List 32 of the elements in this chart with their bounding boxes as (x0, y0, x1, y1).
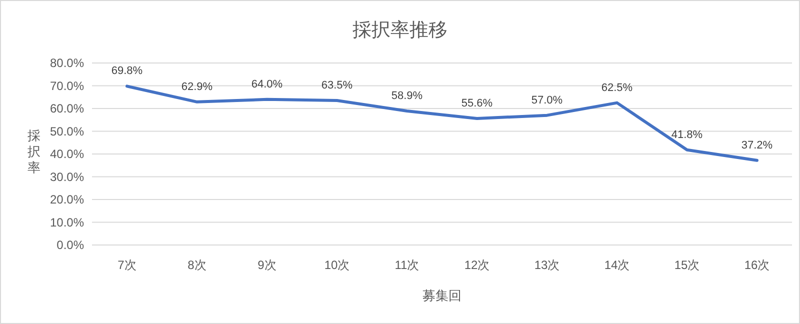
chart-title: 採択率推移 (352, 19, 448, 41)
data-label: 58.9% (391, 90, 423, 102)
x-tick-label: 14次 (604, 258, 630, 272)
y-axis-title: 採択率 (28, 128, 40, 175)
x-tick-label: 10次 (324, 258, 350, 272)
y-tick-label: 70.0% (50, 78, 84, 93)
x-axis-title: 募集回 (422, 288, 462, 303)
x-tick-label: 9次 (258, 258, 276, 272)
data-label: 37.2% (741, 139, 773, 152)
data-label: 64.0% (251, 78, 283, 90)
data-label: 62.5% (601, 82, 633, 94)
y-tick-label: 60.0% (50, 102, 84, 116)
x-tick-label: 13次 (534, 258, 560, 272)
data-label: 55.6% (461, 98, 493, 110)
y-tick-label: 50.0% (50, 124, 84, 138)
y-tick-label: 40.0% (50, 147, 84, 162)
x-tick-label: 7次 (118, 258, 136, 272)
data-label: 63.5% (321, 80, 353, 92)
data-label: 69.8% (111, 65, 143, 78)
x-tick-label: 15次 (674, 258, 700, 272)
x-tick-label: 8次 (188, 258, 206, 272)
y-tick-label: 10.0% (50, 215, 84, 230)
y-tick-label: 30.0% (50, 170, 84, 184)
x-tick-label: 12次 (464, 258, 490, 272)
x-tick-label: 11次 (394, 258, 420, 272)
y-tick-label: 20.0% (50, 192, 84, 207)
data-label: 41.8% (671, 128, 703, 141)
data-label: 62.9% (181, 80, 213, 93)
y-tick-label: 0.0% (56, 238, 84, 252)
x-tick-label: 16次 (744, 258, 770, 272)
data-label: 57.0% (531, 94, 563, 106)
y-tick-label: 80.0% (50, 56, 84, 70)
